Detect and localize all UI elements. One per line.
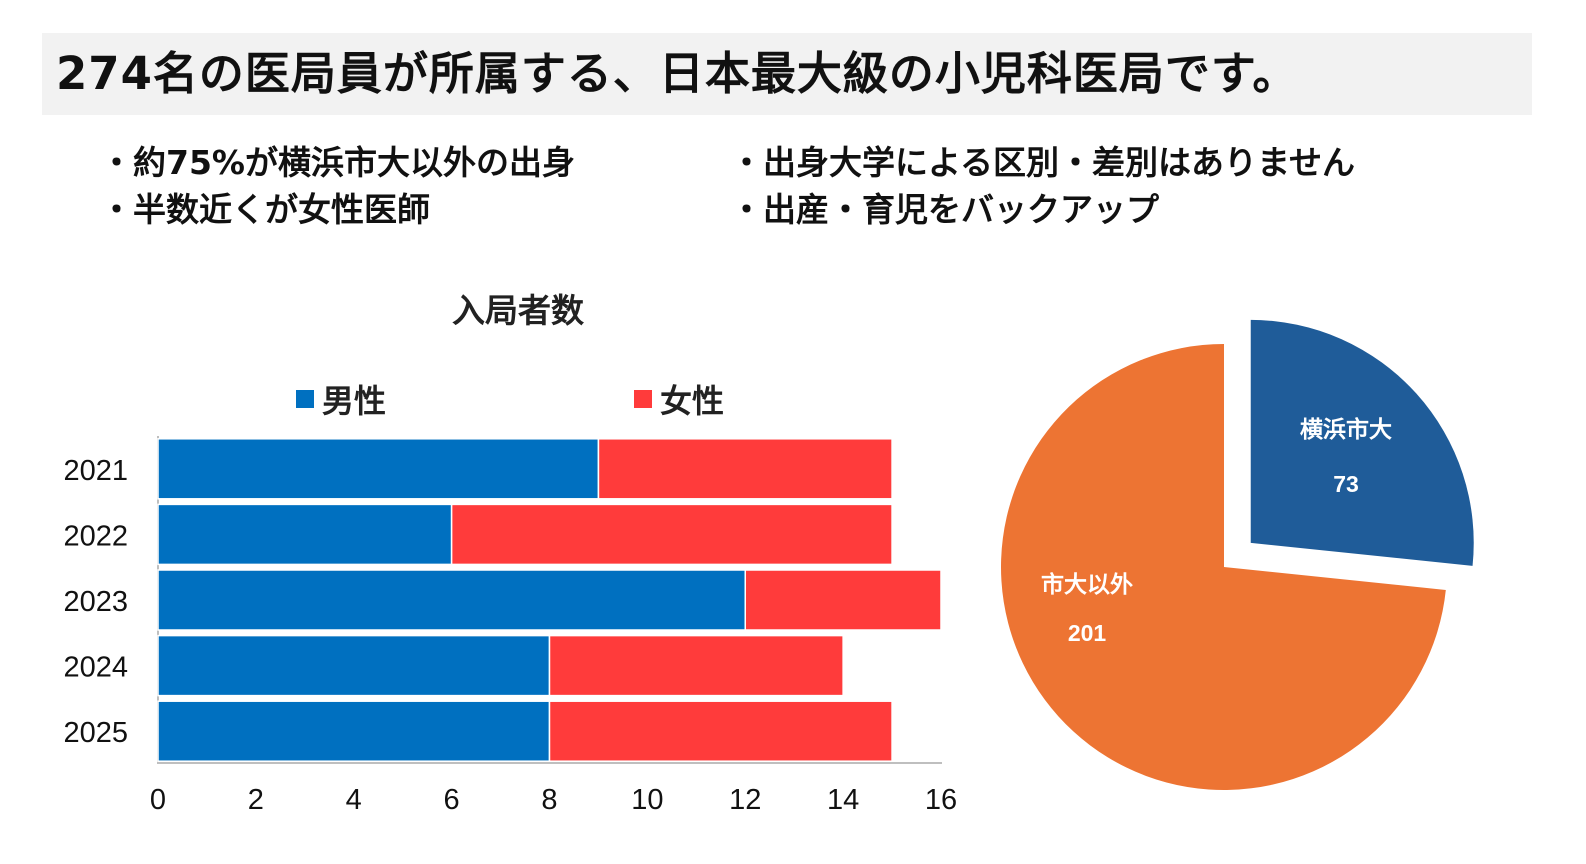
bar-2025-female [548, 700, 893, 762]
pie-label-yokohama: 横浜市大 [1300, 416, 1392, 442]
pie-slice-other [1001, 344, 1446, 791]
y-tick-label: 2022 [63, 520, 128, 552]
x-tick-label: 16 [925, 784, 957, 816]
x-tick-label: 8 [541, 784, 557, 816]
legend-swatch-male [296, 390, 314, 408]
bar-chart: 入局者数 男性 女性 2021 2022 2023 2024 2025 0 2 4 6 8 10 1… [63, 292, 957, 816]
x-tick-label: 12 [729, 784, 761, 816]
pie-slice-yokohama [1250, 319, 1474, 566]
bar-chart-title: 入局者数 [452, 292, 585, 329]
pie-value-other: 201 [1068, 620, 1107, 646]
bar-2023-female [744, 569, 942, 631]
x-tick-label: 6 [444, 784, 460, 816]
x-tick-label: 10 [631, 784, 663, 816]
y-tick-label: 2025 [63, 717, 128, 749]
x-tick-label: 14 [827, 784, 859, 816]
x-tick-label: 0 [150, 784, 166, 816]
pie-label-other: 市大以外 [1041, 571, 1133, 597]
page-title: 274名の医局員が所属する、日本最大級の小児科医局です。 [56, 47, 1299, 100]
x-tick-label: 4 [346, 784, 362, 816]
legend-label-male: 男性 [322, 383, 386, 419]
y-tick-label: 2021 [63, 455, 128, 487]
bar-2021-male [157, 438, 600, 500]
title-band [42, 33, 1532, 115]
bar-2024-female [548, 634, 844, 697]
y-tick-label: 2024 [63, 652, 128, 684]
bar-2024-male [157, 634, 551, 697]
pie-value-yokohama: 73 [1333, 471, 1359, 497]
y-tick-label: 2023 [63, 586, 128, 618]
legend-swatch-female [634, 390, 652, 408]
bar-2022-male [157, 503, 453, 566]
bar-2025-male [157, 700, 551, 762]
bar-2021-female [597, 438, 893, 500]
bullet-item: ・約75%が横浜市大以外の出身 [100, 143, 575, 182]
bar-2022-female [450, 503, 893, 566]
bullet-item: ・出身大学による区別・差別はありません [730, 143, 1356, 182]
x-tick-label: 2 [248, 784, 264, 816]
bar-2023-male [157, 569, 746, 631]
legend-label-female: 女性 [660, 383, 724, 419]
bullet-item: ・出産・育児をバックアップ [730, 190, 1159, 229]
bullet-item: ・半数近くが女性医師 [100, 190, 430, 229]
